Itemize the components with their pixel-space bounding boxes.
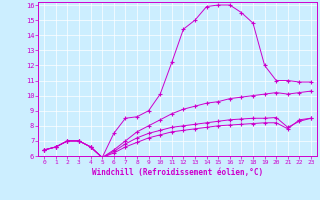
X-axis label: Windchill (Refroidissement éolien,°C): Windchill (Refroidissement éolien,°C) bbox=[92, 168, 263, 177]
